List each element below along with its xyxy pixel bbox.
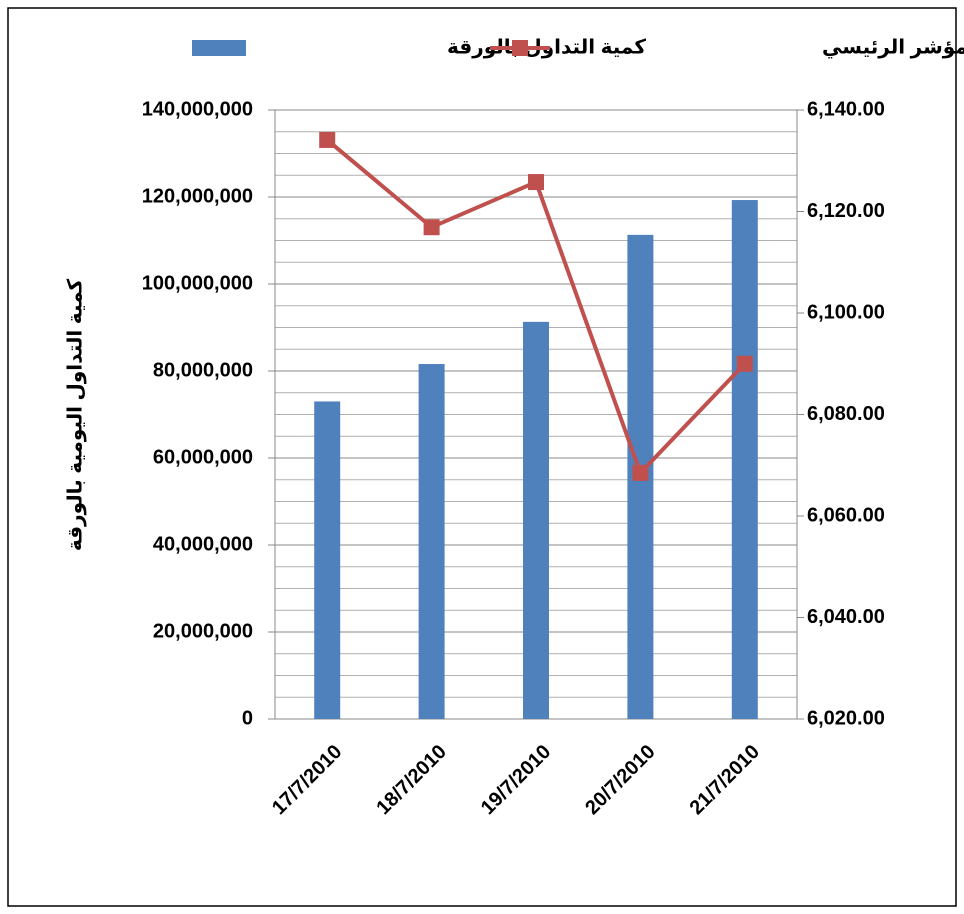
legend-swatch <box>192 40 246 56</box>
y2-tick-label: 6,060.00 <box>807 504 885 526</box>
bar <box>418 364 445 719</box>
legend-label: إغلاقات المؤشر الرئيسي <box>822 36 964 59</box>
y2-tick-label: 6,040.00 <box>807 606 885 628</box>
y2-tick-label: 6,100.00 <box>807 301 885 323</box>
marker <box>632 464 649 481</box>
marker <box>423 219 440 236</box>
bar <box>523 321 549 719</box>
y-tick-label: 100,000,000 <box>142 272 253 294</box>
marker <box>528 174 544 191</box>
chart-border <box>7 7 957 907</box>
marker <box>319 131 336 148</box>
y2-tick-label: 6,020.00 <box>807 707 885 729</box>
y-tick-label: 80,000,000 <box>153 359 253 381</box>
y-tick-label: 60,000,000 <box>153 446 253 468</box>
y-tick-label: 120,000,000 <box>142 185 253 207</box>
y-tick-label: 20,000,000 <box>153 620 253 642</box>
y2-tick-label: 6,140.00 <box>807 98 885 120</box>
marker <box>736 355 753 372</box>
bar <box>731 200 758 720</box>
y2-tick-label: 6,120.00 <box>807 200 885 222</box>
y2-tick-label: 6,080.00 <box>807 403 885 425</box>
y-axis-title: كمية التداول اليومية بالورقة <box>64 278 86 551</box>
y-tick-label: 40,000,000 <box>153 533 253 555</box>
bar <box>314 401 341 719</box>
legend-swatch <box>512 40 528 56</box>
y-tick-label: 140,000,000 <box>142 98 253 120</box>
y-tick-label: 0 <box>242 707 253 729</box>
